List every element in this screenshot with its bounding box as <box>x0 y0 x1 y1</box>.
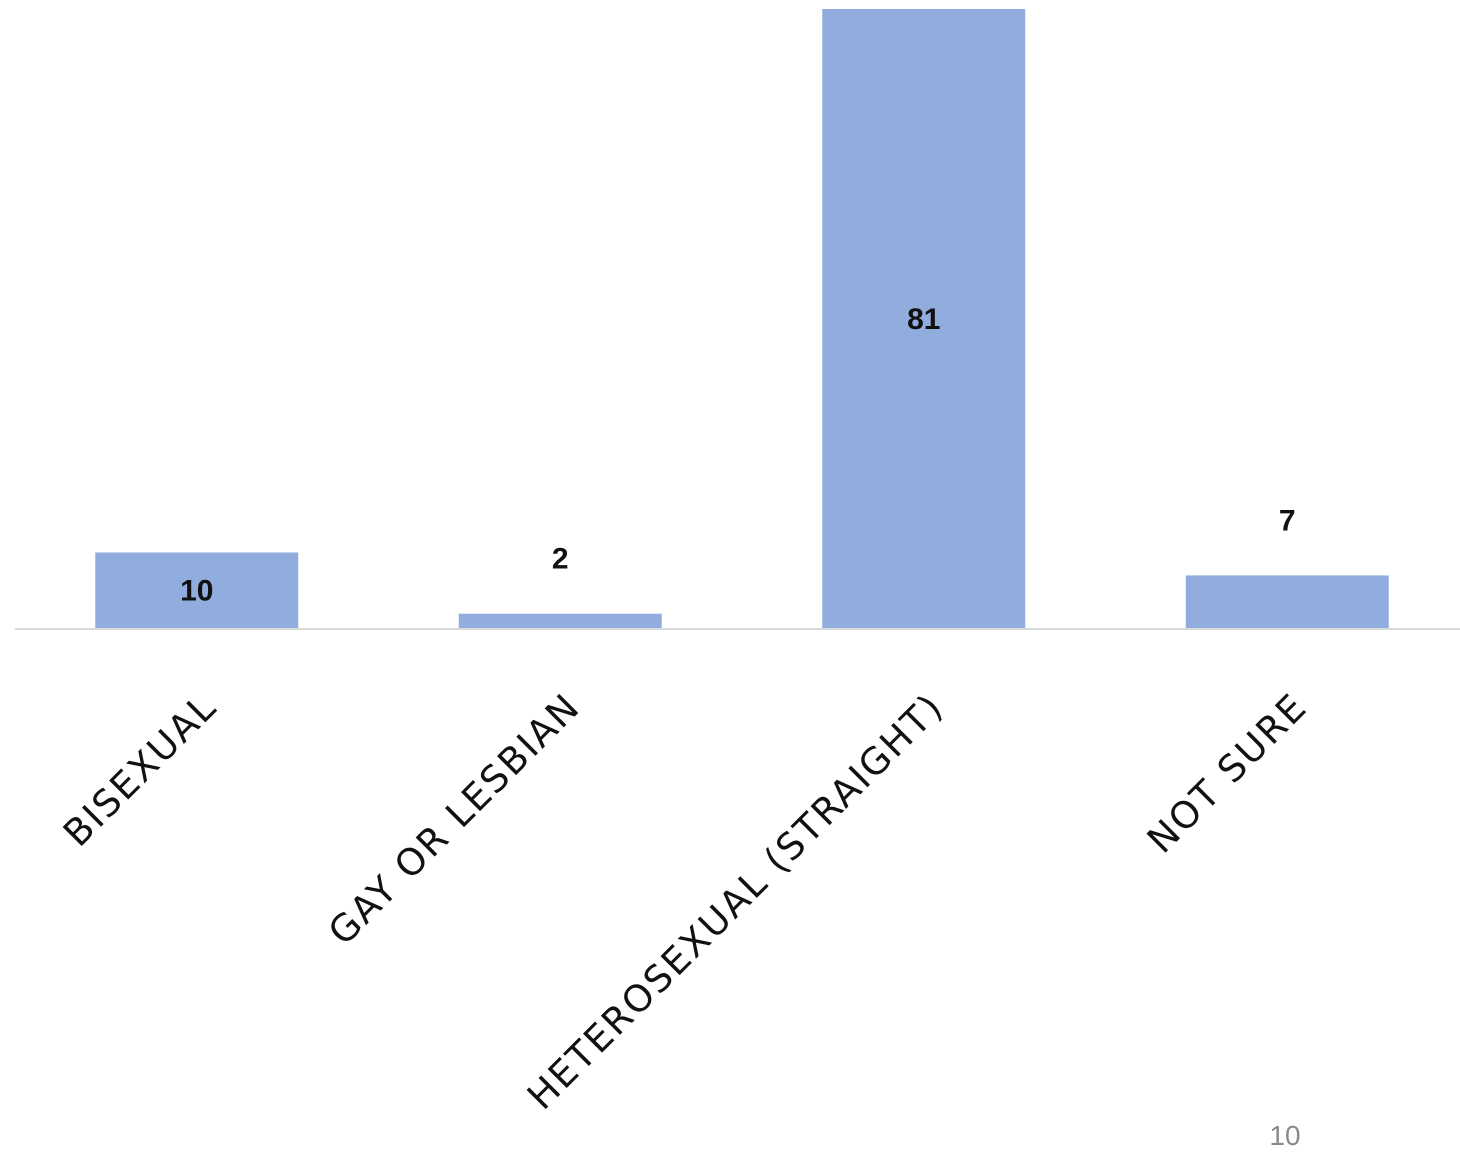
value-label-3: 81 <box>907 303 940 336</box>
value-labels-group: 10 2 81 7 <box>180 303 1296 608</box>
page-number: 10 <box>1269 1120 1301 1151</box>
category-label-4: NOT SURE <box>1139 685 1316 862</box>
value-label-1: 10 <box>180 575 213 608</box>
bar-3 <box>822 9 1026 629</box>
category-label-2: GAY OR LESBIAN <box>320 685 589 954</box>
category-label-1: BISEXUAL <box>55 685 225 855</box>
bar-2 <box>458 613 662 629</box>
bar-1 <box>95 552 299 629</box>
bar-4 <box>1185 575 1389 629</box>
bars-group <box>95 9 1389 629</box>
value-label-2: 2 <box>552 543 569 576</box>
category-label-3: HETEROSEXUAL (STRAIGHT) <box>519 685 952 1118</box>
value-label-4: 7 <box>1279 504 1296 537</box>
